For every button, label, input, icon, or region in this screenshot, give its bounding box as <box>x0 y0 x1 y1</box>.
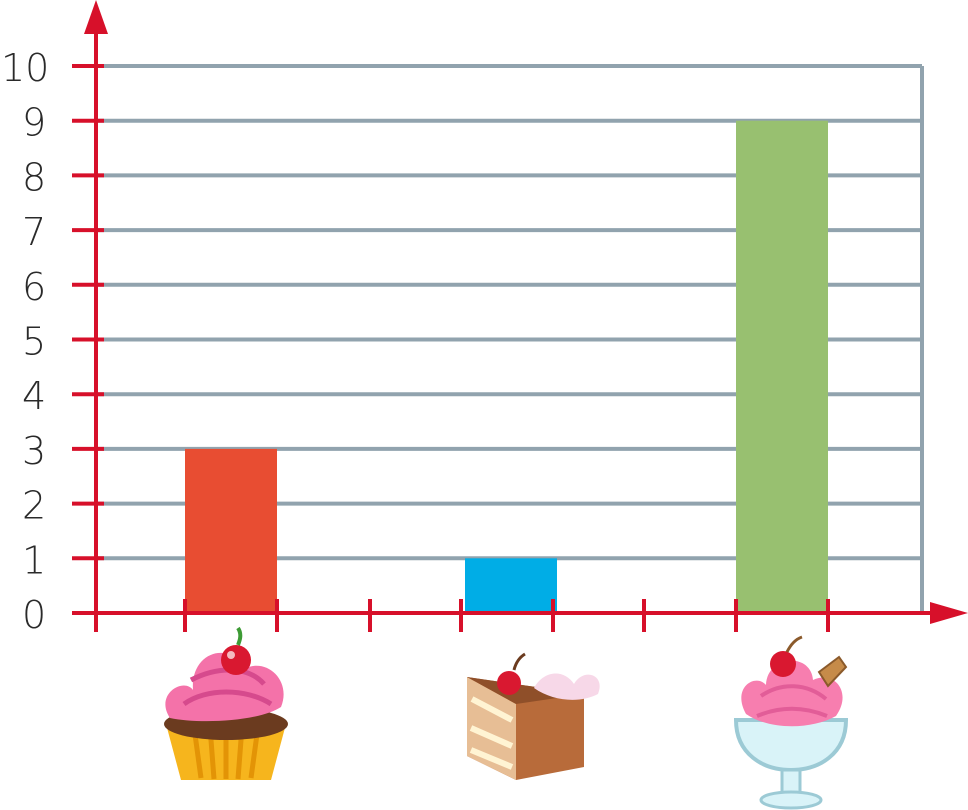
y-tick-label-3: 3 <box>22 429 46 473</box>
tick-label-layer: 0 1 2 3 4 5 6 7 8 9 10 <box>1 46 49 637</box>
y-tick-label-10: 10 <box>1 46 49 90</box>
cake-slice-icon <box>467 652 600 780</box>
bar-cupcake <box>185 448 277 613</box>
y-tick-label-9: 9 <box>22 101 46 145</box>
bar-cake-slice <box>465 558 557 613</box>
y-tick-label-2: 2 <box>22 484 46 528</box>
bar-layer <box>185 120 828 613</box>
axis-layer <box>72 0 968 632</box>
y-tick-label-5: 5 <box>22 320 46 364</box>
y-tick-label-1: 1 <box>22 538 46 582</box>
bar-ice-cream-sundae <box>736 120 828 613</box>
y-tick-label-0: 0 <box>22 593 46 637</box>
y-tick-label-8: 8 <box>22 155 46 199</box>
cupcake-icon <box>164 626 288 780</box>
y-tick-label-7: 7 <box>22 210 46 254</box>
y-tick-label-4: 4 <box>22 374 46 418</box>
y-axis-arrow <box>84 0 108 34</box>
x-axis-arrow <box>930 602 968 624</box>
ice-cream-sundae-icon <box>733 635 849 810</box>
y-tick-label-6: 6 <box>22 265 46 309</box>
